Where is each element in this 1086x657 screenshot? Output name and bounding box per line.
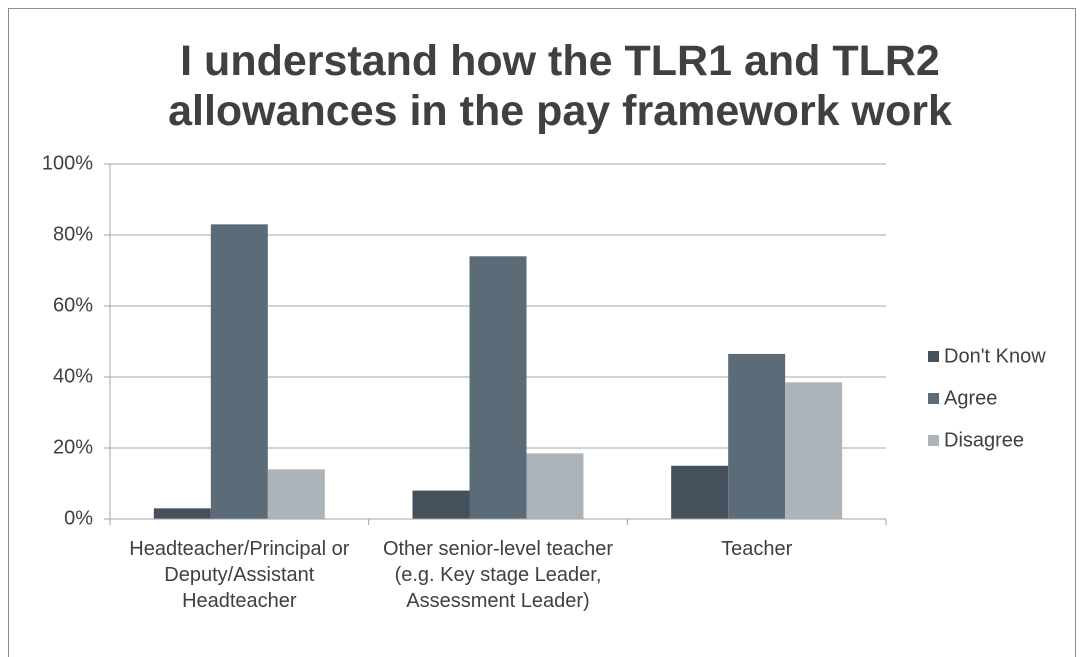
bar (785, 382, 843, 519)
y-tick-label: 100% (42, 152, 93, 174)
y-tick-label: 80% (53, 223, 93, 245)
bar (153, 508, 211, 519)
x-tick-label: Teacher (721, 538, 793, 560)
bar (671, 465, 729, 519)
chart-frame (8, 8, 1076, 657)
legend-label: Agree (944, 387, 997, 409)
bar (210, 224, 268, 519)
y-tick-label: 40% (53, 365, 93, 387)
y-tick-label: 60% (53, 294, 93, 316)
bar (728, 353, 786, 519)
bar (267, 469, 325, 519)
legend-swatch (928, 435, 939, 446)
legend-swatch (928, 351, 939, 362)
x-tick-label: Headteacher/Principal or Deputy/Assistan… (129, 538, 350, 612)
y-tick-label: 20% (53, 436, 93, 458)
legend-swatch (928, 393, 939, 404)
chart-title: I understand how the TLR1 and TLR2 allow… (168, 37, 952, 135)
y-tick-label: 0% (64, 507, 93, 529)
bar (526, 453, 584, 519)
legend-label: Disagree (944, 429, 1024, 451)
legend-label: Don't Know (944, 345, 1046, 367)
bar (469, 256, 527, 519)
bar (412, 490, 470, 519)
x-tick-label: Other senior-level teacher (e.g. Key sta… (382, 538, 614, 612)
